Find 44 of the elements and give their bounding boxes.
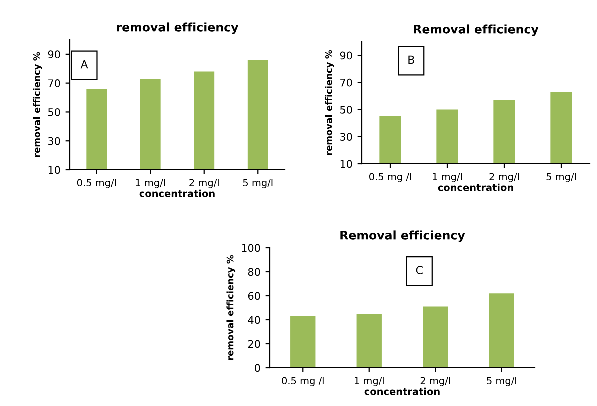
y-tick-label: 0 [255, 364, 260, 372]
x-tick-label: 1 mg/l [433, 173, 462, 182]
x-tick-label: 0.5 mg /l [370, 173, 412, 182]
y-tick-label: 80 [248, 268, 260, 276]
y-tick-label: 30 [340, 133, 352, 141]
annotation: B [408, 56, 414, 64]
bar [423, 306, 448, 368]
y-tick-label: 40 [248, 316, 260, 324]
y-axis-title: removal efficiency % [226, 255, 236, 360]
y-tick-label: 50 [340, 106, 352, 114]
bar [356, 314, 382, 368]
y-tick-label: 30 [48, 137, 60, 146]
chart-title: Removal efficiency [414, 24, 539, 36]
x-tick-label: 0.5 mg /l [282, 377, 324, 386]
y-tick-label: 10 [48, 166, 60, 174]
y-tick-label: 90 [340, 52, 352, 60]
annotation: C [416, 266, 423, 275]
x-tick-label: 5 mg/l [546, 173, 576, 182]
x-axis-title: concentration [140, 190, 215, 198]
x-tick-label: 2 mg/l [190, 179, 219, 188]
x-tick-label: 2 mg/l [490, 173, 520, 182]
y-tick-label: 50 [48, 108, 60, 116]
x-tick-label: 2 mg/l [420, 377, 450, 386]
x-tick-label: 1 mg/l [136, 179, 166, 188]
x-tick-label: 5 mg/l [243, 179, 273, 188]
bar [489, 294, 514, 368]
x-tick-label: 1 mg/l [354, 377, 384, 386]
y-axis-title: removal efficiency % [325, 50, 334, 156]
y-tick-label: 70 [48, 80, 60, 88]
y-axis-title: removal efficiency % [33, 52, 42, 158]
x-axis-title: concentration [438, 184, 514, 192]
x-tick-label: 5 mg/l [487, 377, 516, 386]
x-axis-title: concentration [364, 388, 440, 396]
y-tick-label: 10 [340, 160, 352, 168]
x-tick-label: 0.5 mg/l [77, 179, 116, 188]
y-tick-label: 70 [340, 78, 352, 87]
chart-title: removal efficiency [117, 22, 239, 34]
y-tick-label: 60 [248, 292, 260, 300]
y-tick-label: 100 [242, 244, 260, 252]
annotation: A [80, 60, 88, 69]
y-tick-label: 90 [48, 50, 60, 59]
y-tick-label: 20 [248, 340, 260, 348]
chart-title: Removal efficiency [340, 230, 466, 242]
bar [290, 316, 316, 368]
